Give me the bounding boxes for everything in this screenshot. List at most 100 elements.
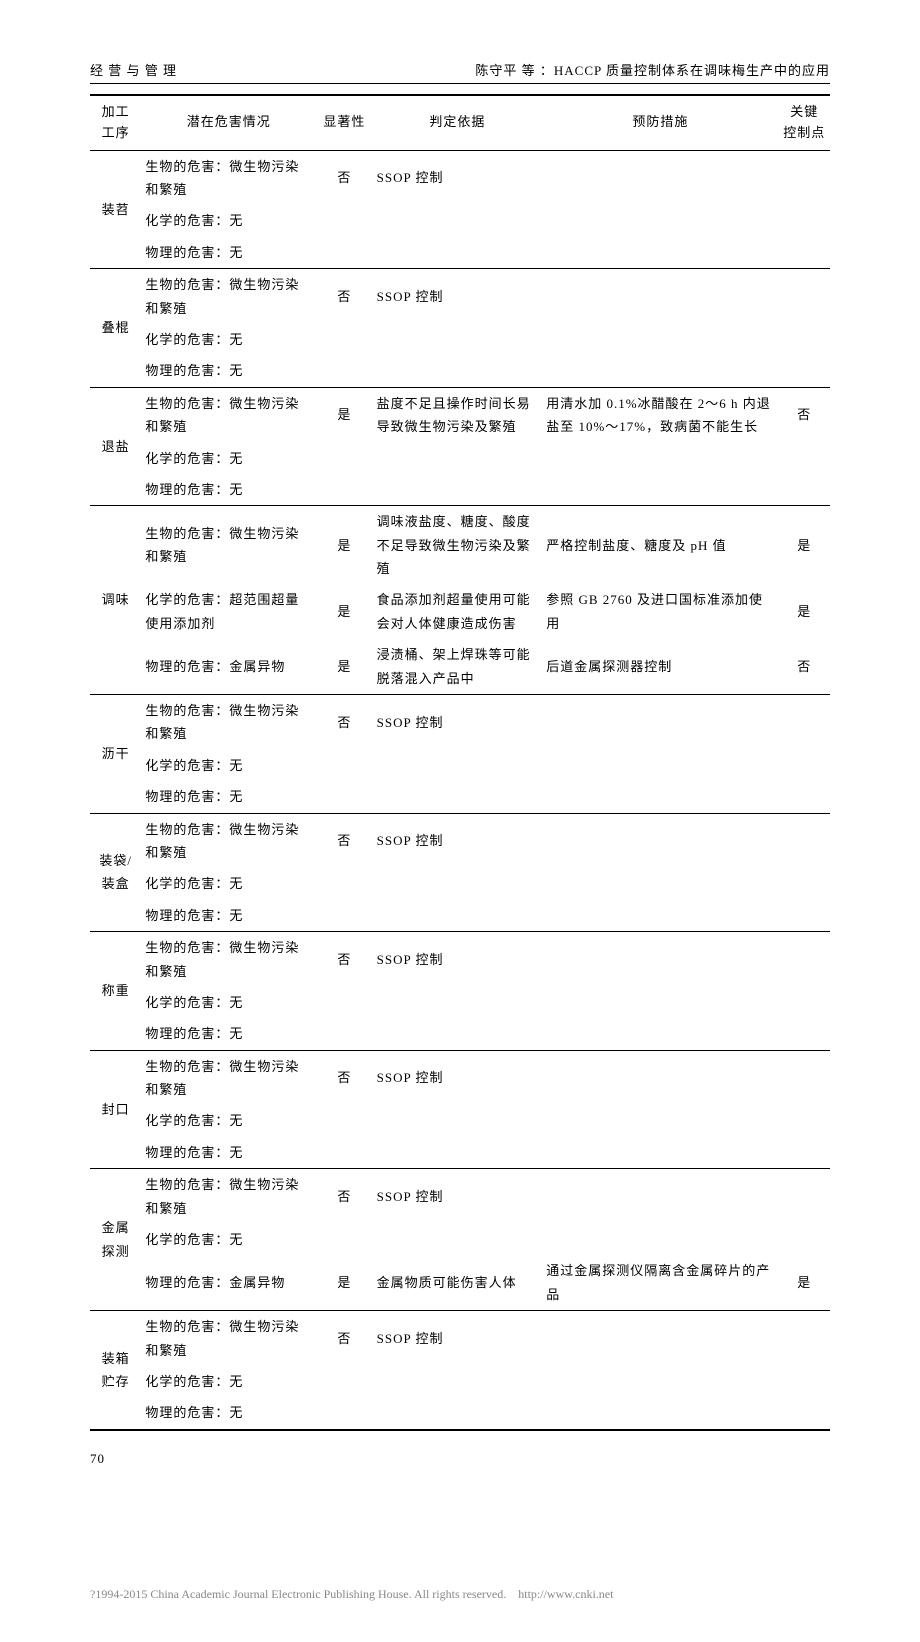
prev-cell — [542, 474, 778, 506]
sig-cell — [316, 1018, 373, 1050]
ccp-cell — [779, 205, 830, 236]
ccp-cell — [779, 237, 830, 269]
prev-cell — [542, 695, 778, 750]
ccp-cell: 否 — [779, 387, 830, 442]
sig-cell — [316, 324, 373, 355]
prev-cell — [542, 205, 778, 236]
ccp-cell: 是 — [779, 1255, 830, 1310]
col-header: 关键 控制点 — [779, 95, 830, 150]
table-row: 化学的危害：无 — [90, 750, 830, 781]
hazard-cell: 化学的危害：无 — [141, 987, 316, 1018]
hazard-table: 加工 工序潜在危害情况显著性判定依据预防措施关键 控制点 装苕生物的危害：微生物… — [90, 94, 830, 1431]
prev-cell: 后道金属探测器控制 — [542, 639, 778, 694]
prev-cell — [542, 1169, 778, 1224]
basis-cell: SSOP 控制 — [373, 1311, 543, 1366]
ccp-cell: 否 — [779, 639, 830, 694]
sig-cell: 否 — [316, 695, 373, 750]
hazard-cell: 生物的危害：微生物污染和繁殖 — [141, 387, 316, 442]
footer: ?1994-2015 China Academic Journal Electr… — [90, 1587, 830, 1602]
table-row: 物理的危害：无 — [90, 781, 830, 813]
sig-cell: 是 — [316, 639, 373, 694]
page-header: 经 营 与 管 理 陈守平 等 ：HACCP 质量控制体系在调味梅生产中的应用 — [90, 60, 830, 84]
footer-text: ?1994-2015 China Academic Journal Electr… — [90, 1587, 506, 1601]
sig-cell — [316, 750, 373, 781]
basis-cell: SSOP 控制 — [373, 695, 543, 750]
table-row: 物理的危害：无 — [90, 355, 830, 387]
ccp-cell — [779, 1050, 830, 1105]
basis-cell — [373, 1137, 543, 1169]
col-header: 潜在危害情况 — [141, 95, 316, 150]
basis-cell — [373, 1018, 543, 1050]
table-body: 装苕生物的危害：微生物污染和繁殖否SSOP 控制化学的危害：无物理的危害：无叠棍… — [90, 150, 830, 1430]
ccp-cell — [779, 1018, 830, 1050]
ccp-cell — [779, 474, 830, 506]
ccp-cell — [779, 1224, 830, 1255]
col-header: 加工 工序 — [90, 95, 141, 150]
hazard-cell: 生物的危害：微生物污染和繁殖 — [141, 932, 316, 987]
hazard-cell: 物理的危害：无 — [141, 900, 316, 932]
basis-cell — [373, 205, 543, 236]
basis-cell — [373, 1224, 543, 1255]
proc-cell: 封口 — [90, 1050, 141, 1169]
proc-cell: 叠棍 — [90, 269, 141, 388]
ccp-cell — [779, 695, 830, 750]
prev-cell — [542, 324, 778, 355]
basis-cell: 浸渍桶、架上焊珠等可能脱落混入产品中 — [373, 639, 543, 694]
sig-cell: 是 — [316, 506, 373, 585]
ccp-cell — [779, 813, 830, 868]
table-row: 化学的危害：无 — [90, 987, 830, 1018]
prev-cell — [542, 1224, 778, 1255]
prev-cell — [542, 355, 778, 387]
prev-cell — [542, 1137, 778, 1169]
hazard-cell: 化学的危害：无 — [141, 324, 316, 355]
basis-cell — [373, 900, 543, 932]
hazard-cell: 物理的危害：无 — [141, 474, 316, 506]
prev-cell — [542, 150, 778, 205]
sig-cell — [316, 1105, 373, 1136]
hazard-cell: 化学的危害：无 — [141, 205, 316, 236]
basis-cell — [373, 324, 543, 355]
table-row: 化学的危害：无 — [90, 205, 830, 236]
basis-cell — [373, 237, 543, 269]
sig-cell — [316, 781, 373, 813]
proc-cell: 沥干 — [90, 695, 141, 814]
hazard-cell: 物理的危害：金属异物 — [141, 1255, 316, 1310]
sig-cell — [316, 355, 373, 387]
table-row: 化学的危害：无 — [90, 1105, 830, 1136]
basis-cell — [373, 355, 543, 387]
sig-cell — [316, 474, 373, 506]
table-row: 金属 探测生物的危害：微生物污染和繁殖否SSOP 控制 — [90, 1169, 830, 1224]
table-row: 物理的危害：无 — [90, 1018, 830, 1050]
col-header: 显著性 — [316, 95, 373, 150]
prev-cell: 用清水加 0.1%冰醋酸在 2～6 h 内退盐至 10%～17%，致病菌不能生长 — [542, 387, 778, 442]
ccp-cell — [779, 750, 830, 781]
sig-cell: 是 — [316, 584, 373, 639]
hazard-cell: 生物的危害：微生物污染和繁殖 — [141, 269, 316, 324]
prev-cell — [542, 868, 778, 899]
sig-cell — [316, 868, 373, 899]
ccp-cell — [779, 868, 830, 899]
hazard-cell: 化学的危害：无 — [141, 750, 316, 781]
proc-cell: 装箱 贮存 — [90, 1311, 141, 1430]
ccp-cell — [779, 150, 830, 205]
header-left: 经 营 与 管 理 — [90, 60, 177, 79]
basis-cell — [373, 868, 543, 899]
hazard-cell: 物理的危害：金属异物 — [141, 639, 316, 694]
basis-cell — [373, 474, 543, 506]
prev-cell — [542, 1018, 778, 1050]
proc-cell: 退盐 — [90, 387, 141, 506]
table-row: 称重生物的危害：微生物污染和繁殖否SSOP 控制 — [90, 932, 830, 987]
basis-cell: 食品添加剂超量使用可能会对人体健康造成伤害 — [373, 584, 543, 639]
ccp-cell — [779, 443, 830, 474]
sig-cell — [316, 1224, 373, 1255]
table-row: 物理的危害：无 — [90, 900, 830, 932]
table-row: 物理的危害：无 — [90, 237, 830, 269]
basis-cell — [373, 1105, 543, 1136]
ccp-cell — [779, 1169, 830, 1224]
ccp-cell — [779, 932, 830, 987]
ccp-cell — [779, 1137, 830, 1169]
sig-cell — [316, 987, 373, 1018]
prev-cell — [542, 1105, 778, 1136]
prev-cell — [542, 781, 778, 813]
table-row: 装苕生物的危害：微生物污染和繁殖否SSOP 控制 — [90, 150, 830, 205]
